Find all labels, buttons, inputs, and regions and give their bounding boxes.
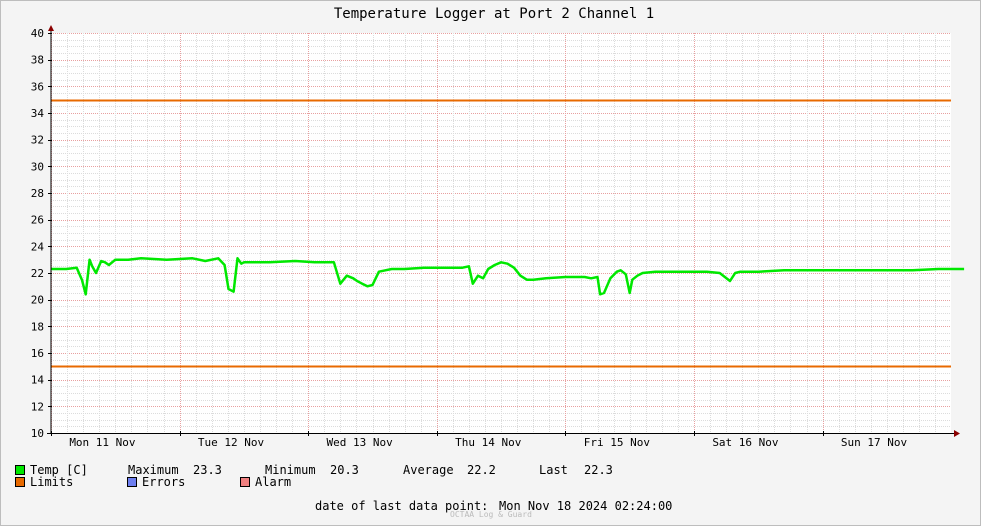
legend-swatch-temp (15, 465, 25, 475)
legend-label-temp: Temp [C] (30, 463, 88, 477)
x-tick-label: Fri 15 Nov (584, 436, 651, 449)
y-tick-label: 22 (31, 267, 44, 280)
legend-swatch-alarm (240, 477, 250, 487)
x-axis-arrow (954, 430, 960, 437)
y-tick-label: 20 (31, 294, 44, 307)
x-tick-label: Mon 11 Nov (69, 436, 136, 449)
y-tick-label: 36 (31, 80, 44, 93)
stat-maximum-value: 23.3 (193, 463, 222, 477)
stat-last-value: 22.3 (584, 463, 613, 477)
stat-average-value: 22.2 (467, 463, 496, 477)
y-axis-ticks: 10 12 14 16 18 20 22 24 26 28 30 32 34 36 38 40 (31, 27, 45, 440)
limit-lines (51, 99, 951, 368)
grid (51, 33, 951, 434)
x-axis-ticks: Mon 11 Nov Tue 12 Nov Wed 13 Nov Thu 14 Nov… (69, 436, 907, 449)
series-line-temp (51, 257, 965, 296)
y-tick-label: 12 (31, 400, 44, 413)
y-tick-label: 30 (31, 160, 44, 173)
footer-label: date of last data point: (315, 499, 489, 513)
x-tick-label: Sat 16 Nov (712, 436, 779, 449)
y-tick-label: 16 (31, 347, 44, 360)
y-tick-label: 18 (31, 320, 44, 333)
legend-label-alarm: Alarm (255, 475, 292, 489)
y-tick-label: 14 (31, 374, 45, 387)
x-tick-label: Sun 17 Nov (841, 436, 908, 449)
legend-limits: Limits (15, 475, 73, 489)
legend-errors: Errors (127, 475, 185, 489)
stat-average-label: Average (403, 463, 454, 477)
x-tick-label: Wed 13 Nov (327, 436, 394, 449)
legend-swatch-errors (127, 477, 137, 487)
y-tick-label: 28 (31, 187, 44, 200)
legend-alarm: Alarm (240, 475, 291, 489)
y-axis-arrow (48, 25, 54, 31)
series-temp (51, 257, 965, 296)
stat-minimum-value: 20.3 (330, 463, 359, 477)
legend-temp: Temp [C] (15, 463, 88, 477)
stat-minimum-label: Minimum (265, 463, 316, 477)
stat-maximum-label: Maximum (128, 463, 179, 477)
y-tick-label: 38 (31, 54, 44, 67)
x-tick-label: Thu 14 Nov (455, 436, 522, 449)
footer-value: Mon Nov 18 2024 02:24:00 (499, 499, 673, 513)
y-tick-label: 40 (31, 27, 44, 40)
y-tick-label: 26 (31, 214, 44, 227)
legend-label-errors: Errors (142, 475, 186, 489)
axes (47, 25, 960, 437)
watermark: OCTAA Log & Guard (450, 510, 532, 519)
legend-label-limits: Limits (30, 475, 74, 489)
stat-last-label: Last (539, 463, 568, 477)
y-tick-label: 10 (31, 427, 44, 440)
legend-swatch-limits (15, 477, 25, 487)
x-tick-label: Tue 12 Nov (198, 436, 265, 449)
y-tick-label: 32 (31, 134, 44, 147)
chart-title: Temperature Logger at Port 2 Channel 1 (334, 6, 654, 22)
y-tick-label: 24 (31, 240, 45, 253)
y-tick-label: 34 (31, 107, 45, 120)
